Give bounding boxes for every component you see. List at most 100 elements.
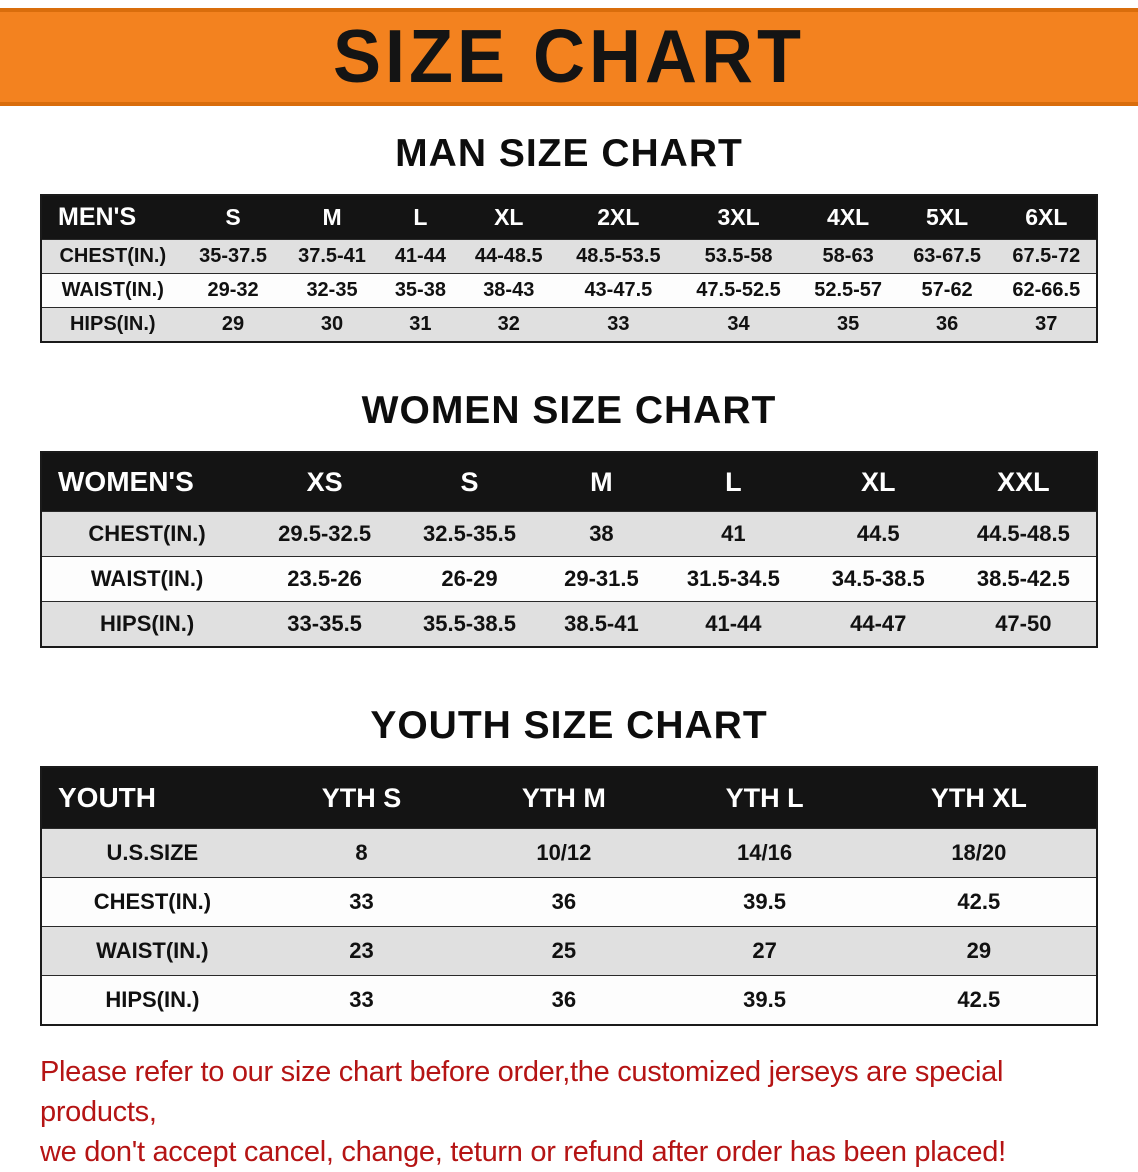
value-cell: 43-47.5 — [558, 273, 679, 308]
value-cell: 31 — [381, 307, 460, 342]
size-header-cell: YTH S — [262, 767, 461, 829]
size-header-cell: 4XL — [798, 195, 898, 240]
size-header-cell: S — [183, 195, 283, 240]
table-title-cell: YOUTH — [41, 767, 263, 829]
value-cell: 48.5-53.5 — [558, 239, 679, 274]
value-cell: 36 — [897, 307, 997, 342]
header-row: MEN'S S M L XL 2XL 3XL 4XL 5XL 6XL — [41, 195, 1097, 240]
value-cell: 35 — [798, 307, 898, 342]
value-cell: 42.5 — [861, 877, 1097, 927]
value-cell: 37 — [996, 307, 1097, 342]
value-cell: 47-50 — [950, 601, 1097, 647]
value-cell: 38.5-42.5 — [950, 556, 1097, 602]
women-size-section: WOMEN SIZE CHART WOMEN'S XS S M L XL XXL CHEST(… — [0, 389, 1138, 648]
women-size-table: WOMEN'S XS S M L XL XXL CHEST(IN.) 29.5-32.5 32.5… — [40, 451, 1098, 648]
value-cell: 30 — [282, 307, 382, 342]
men-size-table: MEN'S S M L XL 2XL 3XL 4XL 5XL 6XL CHEST(IN.) 35-37… — [40, 194, 1098, 343]
size-header-cell: L — [381, 195, 460, 240]
value-cell: 37.5-41 — [282, 239, 382, 274]
table-row: WAIST(IN.) 23.5-26 26-29 29-31.5 31.5-34.5 34… — [41, 556, 1097, 602]
row-label-cell: WAIST(IN.) — [41, 926, 263, 976]
value-cell: 35-38 — [381, 273, 460, 308]
value-cell: 29-32 — [183, 273, 283, 308]
value-cell: 47.5-52.5 — [678, 273, 799, 308]
value-cell: 44.5-48.5 — [950, 511, 1097, 557]
value-cell: 52.5-57 — [798, 273, 898, 308]
value-cell: 29 — [861, 926, 1097, 976]
size-header-cell: 5XL — [897, 195, 997, 240]
value-cell: 41 — [660, 511, 806, 557]
value-cell: 32-35 — [282, 273, 382, 308]
size-header-cell: YTH XL — [861, 767, 1097, 829]
disclaimer-line-1: Please refer to our size chart before or… — [40, 1056, 1004, 1129]
size-header-cell: S — [397, 452, 542, 512]
value-cell: 34.5-38.5 — [805, 556, 951, 602]
value-cell: 31.5-34.5 — [660, 556, 806, 602]
row-label-cell: CHEST(IN.) — [41, 239, 184, 274]
value-cell: 23.5-26 — [252, 556, 398, 602]
value-cell: 29 — [183, 307, 283, 342]
value-cell: 14/16 — [667, 828, 862, 878]
value-cell: 29.5-32.5 — [252, 511, 398, 557]
value-cell: 62-66.5 — [996, 273, 1097, 308]
value-cell: 67.5-72 — [996, 239, 1097, 274]
row-label-cell: HIPS(IN.) — [41, 307, 184, 342]
value-cell: 44.5 — [805, 511, 951, 557]
value-cell: 33-35.5 — [252, 601, 398, 647]
youth-section-heading: YOUTH SIZE CHART — [370, 704, 768, 747]
value-cell: 27 — [667, 926, 862, 976]
size-header-cell: L — [660, 452, 806, 512]
table-row: HIPS(IN.) 33 36 39.5 42.5 — [41, 975, 1097, 1025]
size-header-cell: XL — [805, 452, 951, 512]
size-header-cell: YTH M — [460, 767, 668, 829]
value-cell: 35.5-38.5 — [397, 601, 542, 647]
row-label-cell: HIPS(IN.) — [41, 601, 253, 647]
value-cell: 33 — [558, 307, 679, 342]
women-section-heading: WOMEN SIZE CHART — [361, 389, 777, 432]
men-section-heading: MAN SIZE CHART — [395, 132, 743, 175]
value-cell: 36 — [460, 877, 668, 927]
disclaimer-line-2: we don't accept cancel, change, teturn o… — [40, 1136, 1006, 1169]
row-label-cell: CHEST(IN.) — [41, 877, 263, 927]
size-header-cell: YTH L — [667, 767, 862, 829]
size-header-cell: M — [541, 452, 661, 512]
value-cell: 38-43 — [459, 273, 559, 308]
value-cell: 38.5-41 — [541, 601, 661, 647]
value-cell: 42.5 — [861, 975, 1097, 1025]
value-cell: 41-44 — [381, 239, 460, 274]
value-cell: 35-37.5 — [183, 239, 283, 274]
value-cell: 53.5-58 — [678, 239, 799, 274]
table-title-cell: MEN'S — [41, 195, 184, 240]
disclaimer-text: Please refer to our size chart before or… — [40, 1052, 1118, 1172]
value-cell: 41-44 — [660, 601, 806, 647]
value-cell: 23 — [262, 926, 461, 976]
youth-size-table: YOUTH YTH S YTH M YTH L YTH XL U.S.SIZE 8 10/12… — [40, 766, 1098, 1026]
youth-size-section: YOUTH SIZE CHART YOUTH YTH S YTH M YTH L YTH… — [0, 704, 1138, 1026]
size-header-cell: 6XL — [996, 195, 1097, 240]
header-row: YOUTH YTH S YTH M YTH L YTH XL — [41, 767, 1097, 829]
size-header-cell: 2XL — [558, 195, 679, 240]
value-cell: 29-31.5 — [541, 556, 661, 602]
value-cell: 58-63 — [798, 239, 898, 274]
size-chart-banner: SIZE CHART — [0, 8, 1138, 106]
value-cell: 26-29 — [397, 556, 542, 602]
table-row: CHEST(IN.) 33 36 39.5 42.5 — [41, 877, 1097, 927]
row-label-cell: CHEST(IN.) — [41, 511, 253, 557]
row-label-cell: U.S.SIZE — [41, 828, 263, 878]
value-cell: 8 — [262, 828, 461, 878]
size-header-cell: XL — [459, 195, 559, 240]
size-header-cell: M — [282, 195, 382, 240]
table-row: CHEST(IN.) 35-37.5 37.5-41 41-44 44-48.5 48.5… — [41, 239, 1097, 274]
table-title-cell: WOMEN'S — [41, 452, 253, 512]
value-cell: 38 — [541, 511, 661, 557]
value-cell: 33 — [262, 877, 461, 927]
value-cell: 39.5 — [667, 975, 862, 1025]
value-cell: 44-48.5 — [459, 239, 559, 274]
value-cell: 32 — [459, 307, 559, 342]
size-header-cell: 3XL — [678, 195, 799, 240]
value-cell: 25 — [460, 926, 668, 976]
size-header-cell: XS — [252, 452, 398, 512]
table-row: HIPS(IN.) 33-35.5 35.5-38.5 38.5-41 41-44 44-… — [41, 601, 1097, 647]
table-row: U.S.SIZE 8 10/12 14/16 18/20 — [41, 828, 1097, 878]
table-row: CHEST(IN.) 29.5-32.5 32.5-35.5 38 41 44.5 44.5… — [41, 511, 1097, 557]
